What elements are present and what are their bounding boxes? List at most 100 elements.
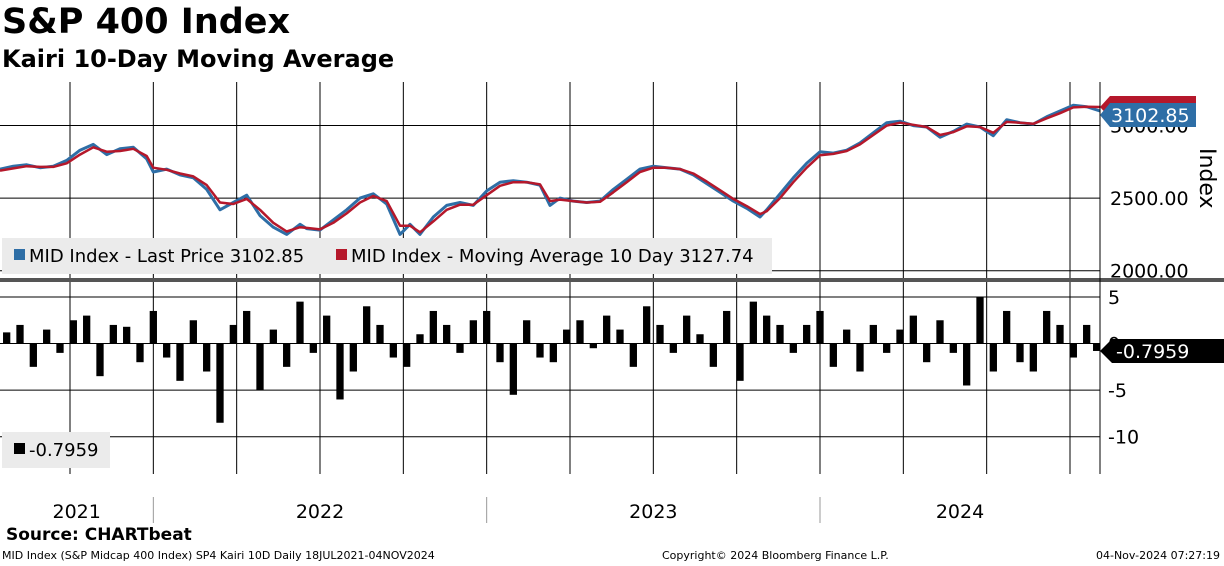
- price-series: [0, 103, 1101, 236]
- kairi-bar: [816, 310, 824, 344]
- kairi-bar: [403, 343, 411, 367]
- kairi-bar: [829, 343, 837, 367]
- kairi-bar: [883, 343, 891, 353]
- kairi-bar: [43, 329, 51, 344]
- legend-ma-swatch: [336, 249, 347, 260]
- legend-kairi-label: -0.7959: [29, 440, 98, 461]
- source-note: Source: CHARTbeat: [6, 525, 192, 545]
- kairi-last-value: -0.7959: [1116, 341, 1189, 363]
- kairi-bar: [256, 343, 264, 391]
- kairi-bar: [483, 310, 491, 344]
- kairi-bar: [309, 343, 317, 353]
- kairi-bar: [789, 343, 797, 353]
- kairi-bar: [523, 320, 531, 344]
- kairi-bar: [429, 310, 437, 344]
- kairi-bar: [936, 320, 944, 344]
- kairi-bar: [549, 343, 557, 363]
- kairi-bar: [56, 343, 64, 353]
- legends: MID Index - Last Price 3102.85 MID Index …: [2, 238, 772, 468]
- panel-separator: [0, 278, 1224, 282]
- kairi-bar: [629, 343, 637, 367]
- kairi-bar: [1003, 310, 1011, 344]
- year-label: 2024: [936, 501, 984, 523]
- year-label: 2022: [296, 501, 344, 523]
- price-legend-box: [2, 238, 772, 274]
- price-last-value: 3102.85: [1111, 105, 1190, 127]
- kairi-bar: [949, 343, 957, 353]
- year-label: 2023: [629, 501, 677, 523]
- kairi-bar: [723, 310, 731, 344]
- kairi-bar: [563, 329, 571, 344]
- kairi-bar: [136, 343, 144, 363]
- kairi-bar: [216, 343, 224, 423]
- kairi-bar: [856, 343, 864, 372]
- axes: 2000.002500.003000.00Index3102.8550-5-10…: [0, 82, 1224, 523]
- kairi-bar: [669, 343, 677, 353]
- kairi-bar: [763, 315, 771, 344]
- kairi-bar: [176, 343, 184, 381]
- kairi-bar: [989, 343, 997, 372]
- kairi-bar: [96, 343, 104, 377]
- kairi-bar: [229, 324, 237, 344]
- kairi-bar: [976, 296, 984, 344]
- kairi-bar: [576, 320, 584, 344]
- kairi-bar: [29, 343, 37, 367]
- footer-timestamp: 04-Nov-2024 07:27:19: [1095, 549, 1220, 562]
- kairi-bar: [896, 329, 904, 344]
- kairi-bar: [123, 326, 131, 344]
- kairi-bar: [3, 332, 11, 344]
- kairi-bar: [109, 324, 117, 344]
- kairi-bar: [963, 343, 971, 386]
- kairi-bar: [803, 324, 811, 344]
- kairi-tick-label: -10: [1108, 427, 1139, 449]
- legend-kairi-swatch: [14, 443, 25, 454]
- kairi-bar: [149, 310, 157, 344]
- kairi-bar: [469, 320, 477, 344]
- kairi-bar: [603, 315, 611, 344]
- kairi-tick-label: 5: [1108, 287, 1120, 309]
- kairi-bar: [443, 324, 451, 344]
- kairi-bar: [336, 343, 344, 400]
- kairi-bar: [16, 324, 24, 344]
- kairi-bar: [589, 343, 597, 349]
- kairi-bar: [349, 343, 357, 372]
- kairi-tick-label: -5: [1108, 380, 1127, 402]
- kairi-bar: [363, 306, 371, 344]
- kairi-bar: [709, 343, 717, 367]
- kairi-bar: [456, 343, 464, 353]
- kairi-bar: [1083, 324, 1091, 344]
- kairi-bars: [0, 296, 1101, 423]
- kairi-bar: [69, 320, 77, 344]
- kairi-bar: [203, 343, 211, 372]
- year-label: 2021: [52, 501, 100, 523]
- kairi-bar: [696, 334, 704, 344]
- price-tick-label: 2500.00: [1110, 188, 1189, 210]
- kairi-bar: [683, 315, 691, 344]
- kairi-bar: [283, 343, 291, 367]
- kairi-bar: [616, 329, 624, 344]
- kairi-bar: [163, 343, 171, 358]
- kairi-bar: [496, 343, 504, 363]
- kairi-bar: [749, 301, 757, 344]
- price-axis-label: Index: [1194, 148, 1219, 209]
- chart-title: S&P 400 Index: [2, 2, 291, 42]
- legend-ma-label: MID Index - Moving Average 10 Day 3127.7…: [351, 246, 754, 267]
- kairi-bar: [323, 315, 331, 344]
- kairi-bar: [643, 306, 651, 344]
- kairi-bar: [376, 324, 384, 344]
- price-last-value-tag: [1100, 103, 1196, 128]
- kairi-bar: [1093, 343, 1101, 351]
- kairi-bar: [189, 320, 197, 344]
- kairi-bar: [656, 324, 664, 344]
- chart-subtitle: Kairi 10-Day Moving Average: [2, 45, 395, 73]
- price-tick-label: 2000.00: [1110, 261, 1189, 283]
- kairi-bar: [923, 343, 931, 363]
- legend-price-swatch: [14, 249, 25, 260]
- footer-copyright: Copyright© 2024 Bloomberg Finance L.P.: [662, 549, 889, 562]
- kairi-bar: [1043, 310, 1051, 344]
- kairi-bar: [869, 324, 877, 344]
- legend-price-label: MID Index - Last Price 3102.85: [29, 246, 304, 267]
- kairi-last-value-tag: [1100, 338, 1224, 363]
- kairi-bar: [509, 343, 517, 395]
